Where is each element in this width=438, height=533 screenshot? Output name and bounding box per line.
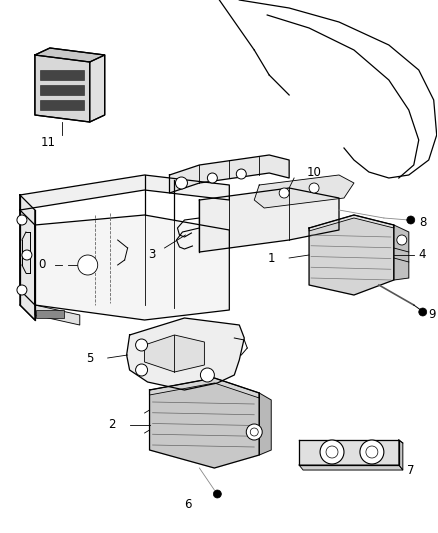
Circle shape <box>309 183 319 193</box>
Circle shape <box>213 490 221 498</box>
Circle shape <box>176 177 187 189</box>
Circle shape <box>136 339 148 351</box>
Bar <box>40 70 84 80</box>
Polygon shape <box>149 378 259 398</box>
Polygon shape <box>309 215 394 295</box>
Polygon shape <box>309 215 394 231</box>
Polygon shape <box>149 378 259 468</box>
Text: 1: 1 <box>268 252 275 264</box>
Polygon shape <box>399 440 403 470</box>
Polygon shape <box>299 440 399 465</box>
Circle shape <box>366 446 378 458</box>
Circle shape <box>136 364 148 376</box>
Circle shape <box>250 428 258 436</box>
Circle shape <box>78 255 98 275</box>
Text: 3: 3 <box>148 248 155 262</box>
Polygon shape <box>90 55 105 122</box>
Text: 2: 2 <box>108 418 116 432</box>
Polygon shape <box>127 318 244 390</box>
Circle shape <box>326 446 338 458</box>
Circle shape <box>246 424 262 440</box>
Polygon shape <box>35 305 80 325</box>
Polygon shape <box>170 155 289 193</box>
Text: 4: 4 <box>419 248 426 262</box>
Polygon shape <box>299 465 403 470</box>
Circle shape <box>419 308 427 316</box>
Text: 8: 8 <box>419 215 426 229</box>
Polygon shape <box>35 48 105 62</box>
Polygon shape <box>20 210 35 305</box>
Circle shape <box>207 173 217 183</box>
Bar <box>40 100 84 110</box>
Text: 9: 9 <box>429 308 436 320</box>
Polygon shape <box>394 225 409 280</box>
Circle shape <box>17 285 27 295</box>
Text: 6: 6 <box>184 497 191 511</box>
Polygon shape <box>259 393 271 455</box>
Circle shape <box>201 368 214 382</box>
Circle shape <box>17 215 27 225</box>
Polygon shape <box>254 175 354 208</box>
Bar <box>36 310 64 318</box>
Polygon shape <box>199 188 339 252</box>
Circle shape <box>279 188 289 198</box>
Text: 0: 0 <box>38 259 46 271</box>
Circle shape <box>397 235 407 245</box>
Text: 10: 10 <box>307 166 322 180</box>
Polygon shape <box>20 175 230 210</box>
Polygon shape <box>145 335 205 372</box>
Text: 7: 7 <box>407 464 414 477</box>
Bar <box>40 85 84 95</box>
Circle shape <box>407 216 415 224</box>
Circle shape <box>360 440 384 464</box>
Polygon shape <box>35 55 90 122</box>
Circle shape <box>320 440 344 464</box>
Polygon shape <box>20 195 35 320</box>
Text: 5: 5 <box>86 351 94 365</box>
Circle shape <box>22 250 32 260</box>
Polygon shape <box>35 215 230 320</box>
Circle shape <box>236 169 246 179</box>
Text: 11: 11 <box>40 136 55 149</box>
